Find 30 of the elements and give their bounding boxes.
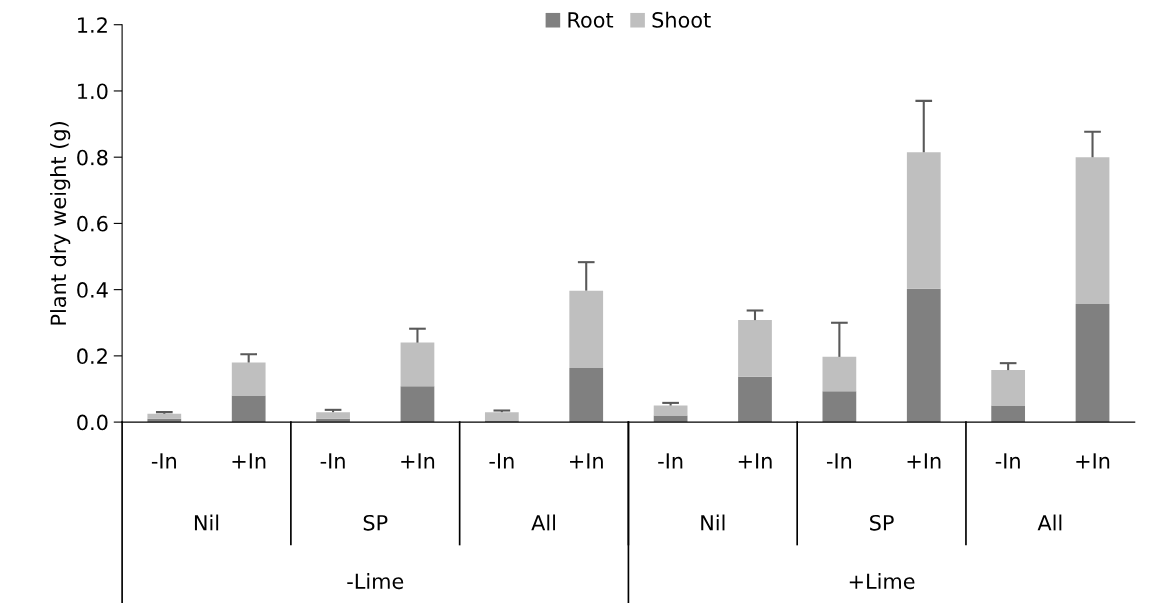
x-tick-label: +In <box>738 453 772 469</box>
x-tick-label: -In <box>658 453 683 469</box>
x-tick-label: +In <box>401 453 435 469</box>
x-tick-label: +In <box>1076 453 1110 469</box>
text: All <box>531 514 555 531</box>
x-tick-label: -In <box>151 453 176 469</box>
text: -Lime <box>347 573 404 590</box>
y-tick-label: 0.0 <box>77 414 108 431</box>
legend-label: Root <box>568 12 614 28</box>
x-tick-label: +In <box>907 453 941 469</box>
y-tick-label: 1.0 <box>78 83 108 100</box>
text: SP <box>363 514 388 531</box>
y-tick-label: 0.2 <box>77 348 107 365</box>
x-tick-label: -In <box>826 453 852 469</box>
y-axis-title: Plant dry weight (g) <box>50 122 71 325</box>
text: Nil <box>194 514 219 531</box>
y-tick-label: 0.4 <box>77 282 108 298</box>
text: Nil <box>701 514 725 531</box>
x-tick-label: +In <box>232 453 266 469</box>
text: SP <box>870 514 894 531</box>
y-tick-label: 0.6 <box>77 215 108 232</box>
y-tick-label: 1.2 <box>78 17 107 33</box>
x-tick-label: -In <box>995 453 1020 469</box>
text: +Lime <box>849 573 915 590</box>
x-tick-label: -In <box>489 453 514 469</box>
y-tick-label: 0.8 <box>77 149 108 166</box>
x-tick-label: -In <box>320 453 345 469</box>
text: All <box>1037 514 1062 531</box>
legend-label: Shoot <box>652 11 711 28</box>
x-tick-label: +In <box>570 453 603 469</box>
